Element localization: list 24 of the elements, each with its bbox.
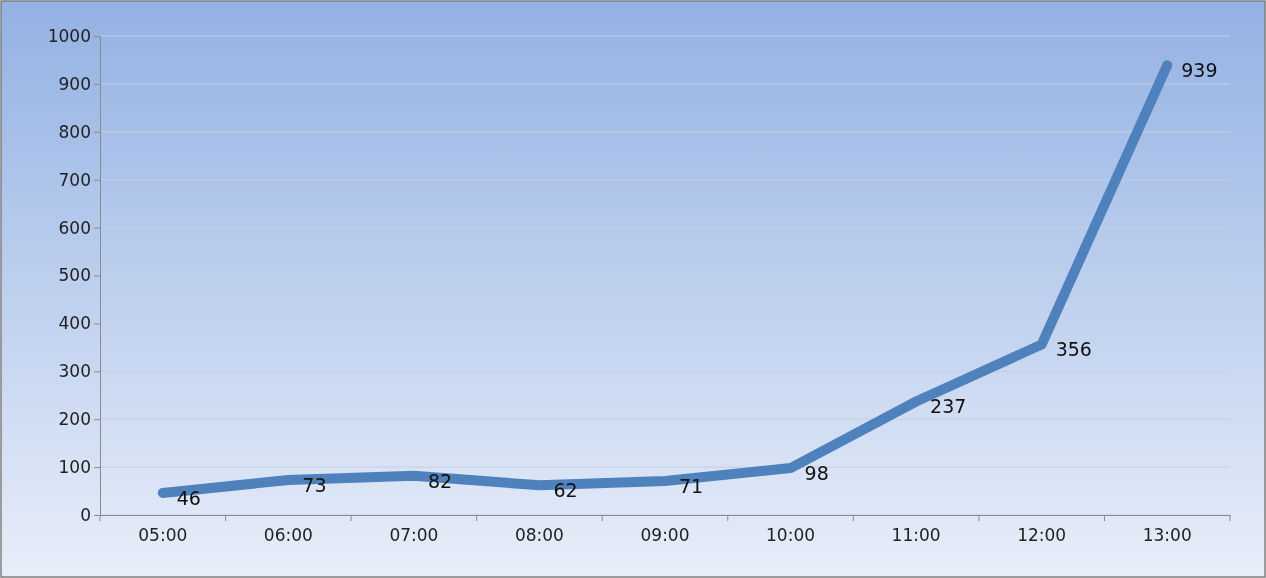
y-tick-label: 100 [58, 457, 91, 478]
y-tick-label: 900 [58, 73, 91, 94]
x-tick-label: 09:00 [640, 525, 690, 546]
y-tick-label: 500 [58, 265, 91, 286]
y-tick-label: 400 [58, 313, 91, 334]
data-label: 98 [804, 462, 829, 485]
data-label: 237 [930, 395, 967, 418]
y-tick-label: 200 [58, 409, 91, 430]
y-tick-label: 700 [58, 169, 91, 190]
y-tick-label: 1000 [47, 25, 91, 46]
y-tick-label: 0 [80, 504, 91, 525]
data-label: 356 [1055, 338, 1092, 361]
y-tick-label: 800 [58, 121, 91, 142]
x-tick-label: 11:00 [891, 525, 941, 546]
x-tick-label: 12:00 [1017, 525, 1067, 546]
x-tick-label: 10:00 [766, 525, 816, 546]
x-tick-label: 08:00 [514, 525, 564, 546]
y-tick-label: 600 [58, 217, 91, 238]
data-label: 939 [1181, 59, 1218, 82]
x-tick-label: 05:00 [138, 525, 188, 546]
y-tick-label: 300 [58, 361, 91, 382]
x-tick-label: 06:00 [263, 525, 313, 546]
x-tick-label: 07:00 [389, 525, 439, 546]
x-tick-label: 13:00 [1142, 525, 1192, 546]
